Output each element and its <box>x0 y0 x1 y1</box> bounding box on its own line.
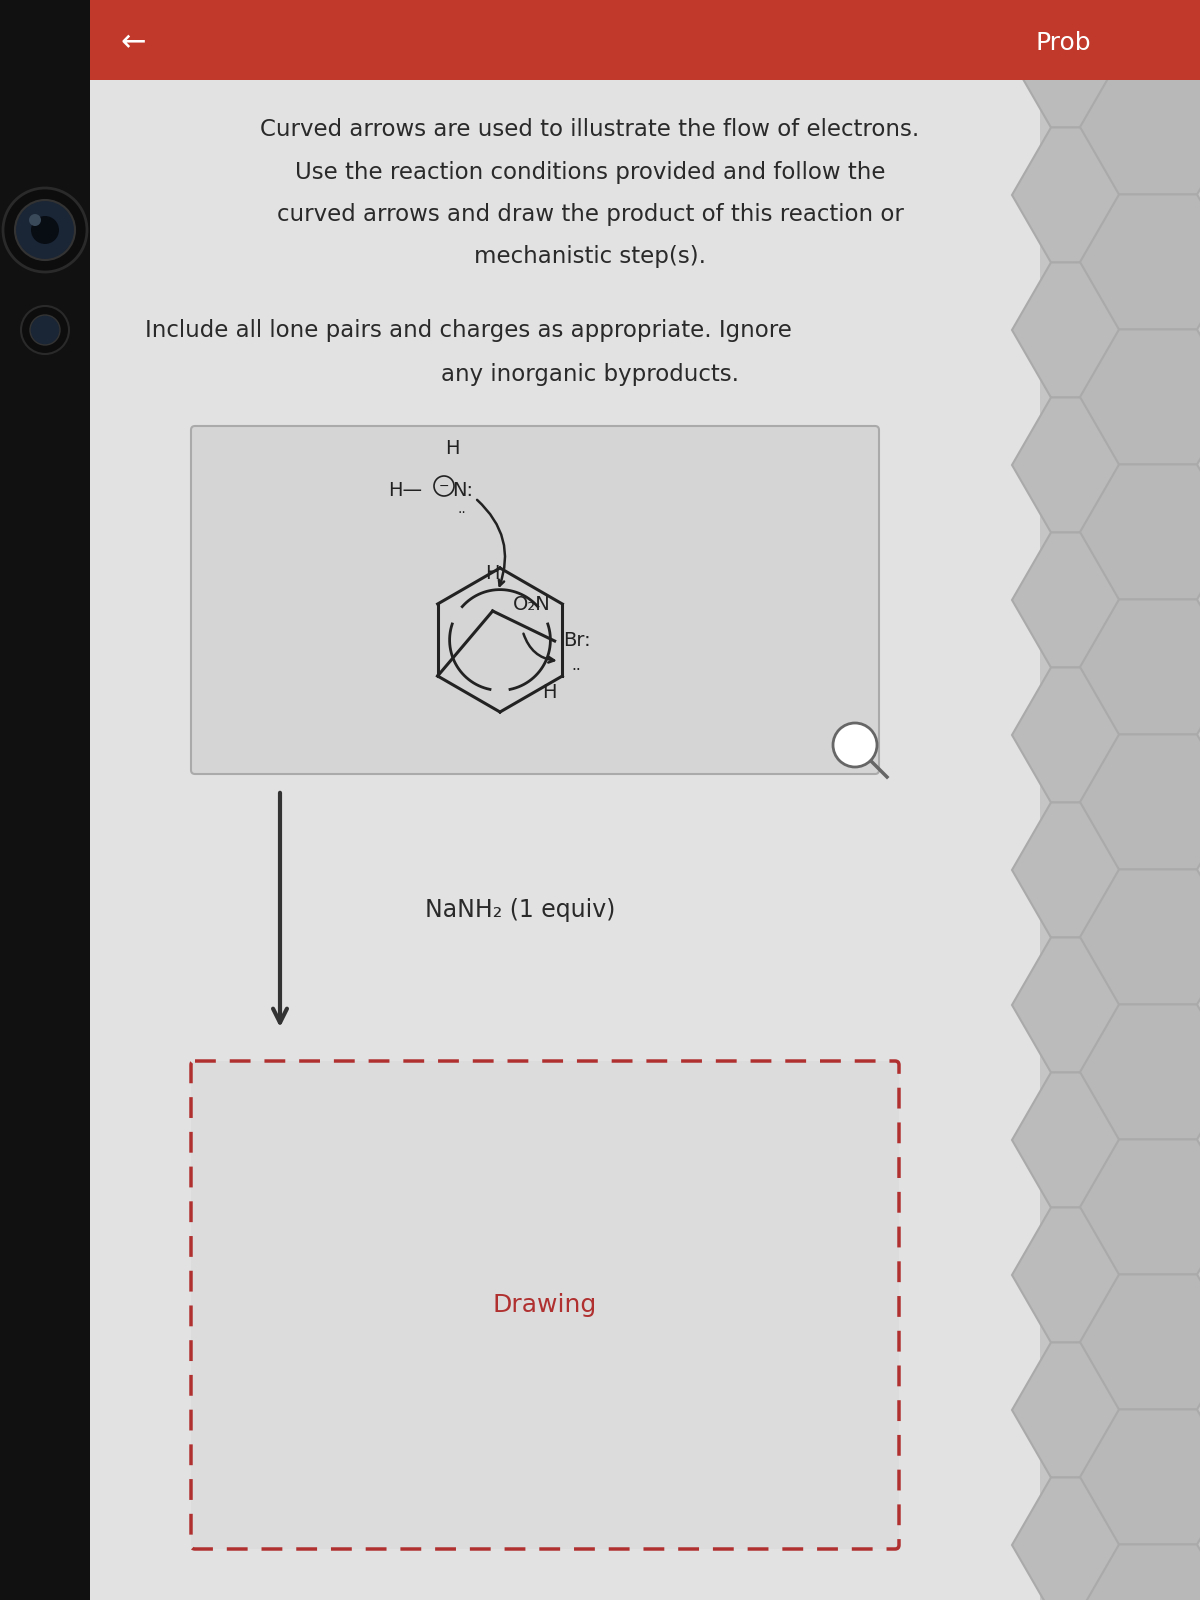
Polygon shape <box>1012 397 1168 533</box>
Polygon shape <box>1012 938 1168 1072</box>
Polygon shape <box>1080 1544 1200 1600</box>
Polygon shape <box>90 0 1200 80</box>
Text: ··: ·· <box>571 662 582 678</box>
Polygon shape <box>0 0 90 1600</box>
Polygon shape <box>1080 1139 1200 1275</box>
Circle shape <box>30 315 60 346</box>
Polygon shape <box>1012 667 1168 803</box>
Text: mechanistic step(s).: mechanistic step(s). <box>474 245 706 267</box>
Polygon shape <box>1012 1342 1168 1477</box>
FancyBboxPatch shape <box>191 426 878 774</box>
Polygon shape <box>1080 734 1200 869</box>
Text: Use the reaction conditions provided and follow the: Use the reaction conditions provided and… <box>295 160 886 184</box>
Polygon shape <box>1012 533 1168 667</box>
Text: Drawing: Drawing <box>493 1293 598 1317</box>
Polygon shape <box>1080 869 1200 1005</box>
Polygon shape <box>1040 0 1200 1600</box>
Text: H: H <box>485 565 500 582</box>
Polygon shape <box>1080 59 1200 195</box>
Text: ←: ← <box>120 29 145 58</box>
Text: N:: N: <box>452 480 473 499</box>
Polygon shape <box>1012 1208 1168 1342</box>
Text: Prob: Prob <box>1034 30 1091 54</box>
Text: ··: ·· <box>457 506 467 520</box>
Text: any inorganic byproducts.: any inorganic byproducts. <box>442 363 739 387</box>
Circle shape <box>31 216 59 243</box>
Polygon shape <box>1080 600 1200 734</box>
Polygon shape <box>1012 1072 1168 1208</box>
Circle shape <box>14 200 74 259</box>
Polygon shape <box>1012 262 1168 397</box>
Polygon shape <box>1012 1477 1168 1600</box>
Text: Br:: Br: <box>563 632 590 651</box>
Text: H: H <box>445 438 460 458</box>
Polygon shape <box>1012 128 1168 262</box>
Circle shape <box>29 214 41 226</box>
Text: −: − <box>439 480 449 493</box>
Text: H—: H— <box>388 480 422 499</box>
Text: H: H <box>542 683 557 702</box>
Polygon shape <box>1080 1275 1200 1410</box>
Text: NaNH₂ (1 equiv): NaNH₂ (1 equiv) <box>425 898 616 922</box>
Text: Curved arrows are used to illustrate the flow of electrons.: Curved arrows are used to illustrate the… <box>260 118 919 141</box>
Circle shape <box>833 723 877 766</box>
Polygon shape <box>1012 803 1168 938</box>
Polygon shape <box>1012 0 1168 128</box>
Text: O₂N: O₂N <box>512 595 551 613</box>
FancyBboxPatch shape <box>191 1061 899 1549</box>
Text: Include all lone pairs and charges as appropriate. Ignore: Include all lone pairs and charges as ap… <box>145 318 792 341</box>
Polygon shape <box>1080 1410 1200 1544</box>
Circle shape <box>2 187 88 272</box>
Polygon shape <box>1080 464 1200 600</box>
Circle shape <box>22 306 70 354</box>
Polygon shape <box>1080 1005 1200 1139</box>
Polygon shape <box>1080 330 1200 464</box>
Polygon shape <box>1080 195 1200 330</box>
Text: curved arrows and draw the product of this reaction or: curved arrows and draw the product of th… <box>276 203 904 226</box>
